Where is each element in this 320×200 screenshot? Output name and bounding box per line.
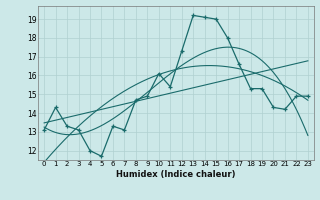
X-axis label: Humidex (Indice chaleur): Humidex (Indice chaleur) — [116, 170, 236, 179]
